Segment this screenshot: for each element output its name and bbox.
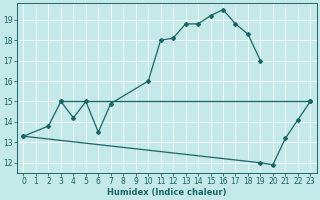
X-axis label: Humidex (Indice chaleur): Humidex (Indice chaleur) [107, 188, 227, 197]
